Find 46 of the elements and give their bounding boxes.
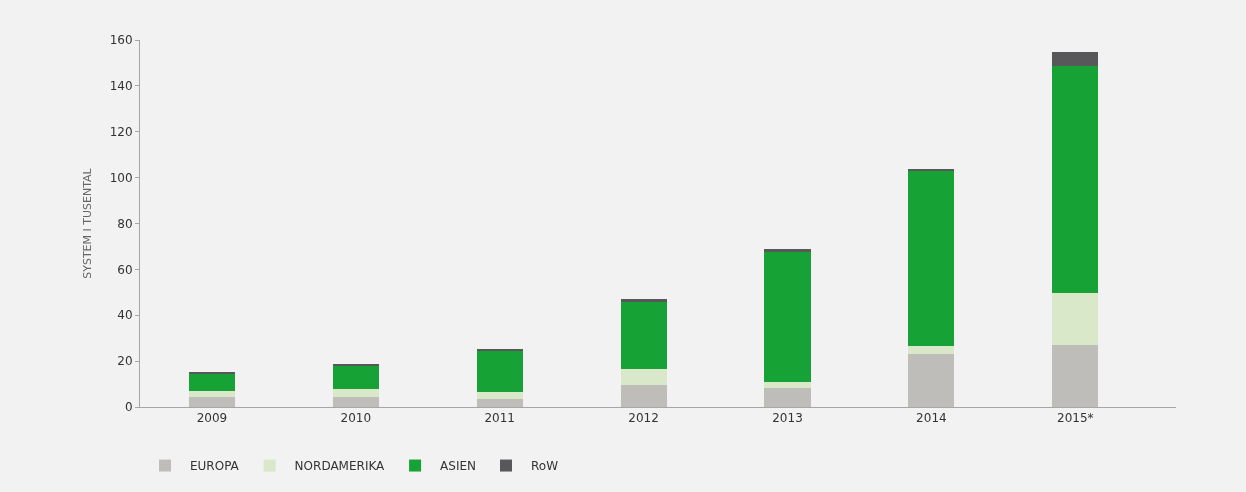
y-tick-label: 100 bbox=[109, 170, 133, 185]
legend-label: NORDAMERIKA bbox=[294, 459, 386, 474]
legend-label: EUROPA bbox=[190, 459, 240, 474]
x-tick-label: 2014 bbox=[916, 411, 947, 426]
bar bbox=[908, 168, 955, 171]
x-tick-label: 2015* bbox=[1057, 411, 1094, 426]
bar bbox=[332, 388, 379, 398]
y-tick-label: 60 bbox=[117, 262, 133, 277]
bar bbox=[620, 385, 667, 407]
bar bbox=[476, 398, 523, 407]
bar bbox=[1052, 51, 1099, 67]
y-tick-label: 120 bbox=[109, 124, 133, 139]
bar bbox=[476, 350, 523, 393]
bar bbox=[188, 391, 235, 398]
bar bbox=[332, 365, 379, 389]
bar bbox=[1052, 344, 1099, 407]
x-tick-label: 2010 bbox=[340, 411, 372, 426]
x-tick-label: 2009 bbox=[196, 411, 228, 426]
x-tick-label: 2011 bbox=[484, 411, 515, 426]
bar bbox=[188, 397, 235, 407]
bar bbox=[764, 249, 811, 253]
y-tick-label: 80 bbox=[117, 216, 133, 231]
y-tick-label: 20 bbox=[117, 354, 133, 369]
x-tick-label: 2013 bbox=[772, 411, 803, 426]
bar bbox=[620, 298, 667, 302]
y-tick-label: 0 bbox=[124, 400, 133, 415]
bar bbox=[908, 346, 955, 354]
bar bbox=[476, 392, 523, 399]
x-tick-label: 2012 bbox=[628, 411, 659, 426]
legend-label: RoW bbox=[531, 459, 559, 474]
y-axis-title: SYSTEM I TUSENTAL bbox=[81, 167, 95, 279]
y-tick-label: 140 bbox=[109, 79, 133, 94]
bar bbox=[908, 170, 955, 347]
y-tick-label: 160 bbox=[109, 33, 133, 48]
bar bbox=[764, 252, 811, 383]
legend-label: ASIEN bbox=[440, 459, 477, 474]
bar bbox=[764, 382, 811, 389]
bar bbox=[188, 373, 235, 392]
bar bbox=[620, 369, 667, 386]
bar bbox=[620, 301, 667, 370]
bar bbox=[332, 397, 379, 407]
bar bbox=[1052, 66, 1099, 293]
bar bbox=[1052, 292, 1099, 345]
bar bbox=[908, 353, 955, 407]
bar bbox=[764, 388, 811, 407]
y-tick-label: 40 bbox=[117, 308, 133, 323]
